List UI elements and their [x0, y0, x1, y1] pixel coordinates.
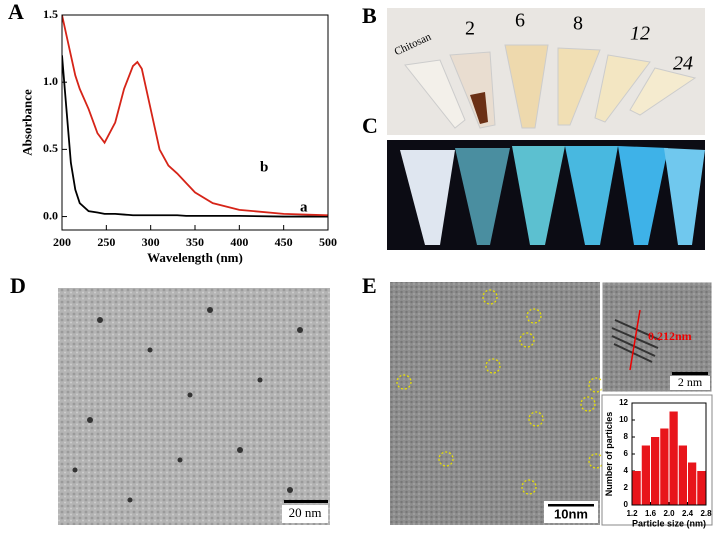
x-tick-label: 350	[186, 235, 204, 249]
scale-bar	[548, 504, 594, 507]
scale-bar	[672, 372, 708, 375]
scale-label: 2 nm	[678, 375, 703, 389]
panel-label: E	[362, 273, 377, 298]
particles-d	[72, 307, 303, 503]
plot-frame	[631, 402, 707, 506]
x-tick-label: 300	[142, 235, 160, 249]
scale-label: 20 nm	[289, 505, 322, 520]
scale-bar	[284, 500, 328, 503]
tube-label: 24	[673, 53, 693, 75]
bar	[660, 428, 669, 505]
panel-label: A	[8, 0, 24, 24]
y-axis-label: Absorbance	[19, 89, 34, 156]
particle-circles	[396, 289, 604, 495]
tem-e	[390, 282, 600, 525]
y-tick-label: 12	[619, 398, 628, 407]
bar	[632, 471, 641, 505]
y-tick-label: 6	[624, 449, 629, 458]
scale-box	[670, 376, 710, 390]
lattice-label: 0.212nm	[648, 329, 692, 343]
x-tick-label: 2.8	[700, 509, 712, 518]
x-tick-label: 450	[275, 235, 293, 249]
y-tick-label: 1.0	[43, 74, 58, 88]
y-tick-label: 1.5	[43, 7, 58, 21]
y-tick-label: 10	[619, 415, 628, 424]
plot-frame	[61, 14, 329, 231]
line-series	[62, 15, 328, 217]
y-tick-label: 0.0	[43, 208, 58, 222]
x-tick-label: 2.4	[682, 509, 694, 518]
x-axis-label: Particle size (nm)	[632, 519, 706, 529]
x-tick-label: 250	[97, 235, 115, 249]
tem-d	[58, 288, 330, 525]
x-tick-label: 500	[319, 235, 337, 249]
bar	[669, 411, 678, 505]
y-tick-label: 4	[624, 466, 629, 475]
arrow	[629, 309, 641, 371]
tubes-c	[400, 146, 705, 245]
x-tick-label: 400	[230, 235, 248, 249]
tubes-b	[404, 44, 697, 129]
bar	[688, 462, 697, 505]
panel-label: B	[362, 3, 377, 28]
x-tick-label: 200	[53, 235, 71, 249]
tube-label: 8	[573, 13, 583, 35]
bar	[651, 437, 660, 505]
y-tick-label: 0.5	[43, 141, 58, 155]
tube-label: 12	[630, 23, 650, 45]
x-tick-label: 2.0	[663, 509, 675, 518]
panel-label: D	[10, 273, 26, 298]
series-label: b	[260, 159, 268, 175]
scale-box	[282, 505, 328, 523]
tube-label: 6	[515, 10, 525, 32]
bar	[641, 445, 650, 505]
y-tick-label: 2	[624, 483, 629, 492]
y-tick-label: 8	[624, 432, 629, 441]
bar	[697, 471, 706, 505]
tube-label: 2	[465, 18, 475, 40]
x-axis-label: Wavelength (nm)	[147, 250, 243, 265]
bar	[678, 445, 687, 505]
line-series	[62, 55, 328, 218]
y-tick-label: 0	[624, 500, 629, 509]
panel-label: C	[362, 113, 378, 138]
x-tick-label: 1.2	[626, 509, 638, 518]
series-label: a	[300, 199, 308, 215]
scale-label: 10nm	[554, 506, 588, 521]
x-tick-label: 1.6	[645, 509, 657, 518]
y-axis-label: Number of particles	[604, 412, 614, 497]
